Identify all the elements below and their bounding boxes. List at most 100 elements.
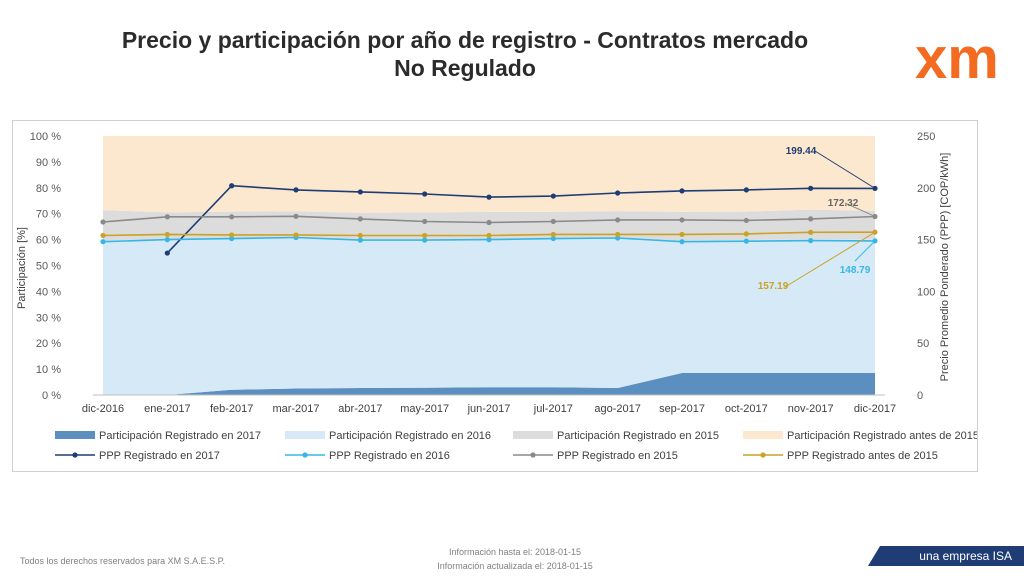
legend-area-swatch: [743, 431, 783, 439]
chart-container: 0 % 10 % 20 % 30 % 40 % 50 % 60 % 70 % 80 % 90 % 1…: [12, 120, 978, 472]
legend-area-swatch: [285, 431, 325, 439]
legend-line-marker: [302, 452, 308, 458]
line-point-3: [100, 232, 106, 239]
line-point-1: [615, 235, 621, 241]
y-left-tick-label: 30 %: [36, 312, 61, 324]
line-point-0: [486, 194, 492, 200]
line-point-2: [550, 218, 556, 225]
annotation-label: 172.32: [828, 198, 859, 209]
y-left-tick-label: 60 %: [36, 235, 61, 247]
line-point-1: [679, 239, 685, 245]
line-point-1: [550, 235, 556, 242]
annotation-leader: [784, 231, 876, 288]
legend-line-label: PPP Registrado en 2017: [99, 450, 220, 462]
legend-area-label: Participación Registrado antes de 2015: [787, 430, 977, 442]
y-left-axis-title: Participación [%]: [16, 227, 28, 309]
line-point-1: [743, 238, 749, 244]
page-title-line2: No Regulado: [394, 55, 536, 81]
line-point-3: [422, 232, 428, 239]
area-series-3: [103, 136, 875, 213]
x-tick-label: feb-2017: [210, 403, 253, 415]
line-point-0: [229, 183, 235, 189]
y-left-tick-label: 90 %: [36, 157, 61, 169]
xm-logo: xm: [915, 30, 999, 90]
y-left-tick-label: 10 %: [36, 364, 61, 376]
legend-area-swatch: [55, 431, 95, 439]
line-point-3: [615, 231, 621, 238]
legend-line-label: PPP Registrado en 2015: [557, 450, 678, 462]
annotation-leader: [814, 150, 876, 189]
line-point-0: [293, 187, 299, 193]
y-left-tick-label: 0 %: [42, 390, 61, 402]
legend-area-label: Participación Registrado en 2015: [557, 430, 719, 442]
line-point-3: [808, 229, 814, 235]
y-left-tick-label: 20 %: [36, 338, 61, 350]
y-right-tick-label: 150: [917, 235, 935, 247]
annotation-leader: [844, 202, 876, 217]
footer-info: Información hasta el: 2018-01-15 Informa…: [400, 545, 630, 573]
line-point-2: [808, 216, 814, 222]
line-point-3: [743, 231, 749, 237]
x-tick-label: jun-2017: [467, 403, 511, 415]
line-point-2: [422, 218, 428, 225]
line-point-0: [164, 250, 170, 256]
line-point-3: [872, 229, 878, 235]
line-point-1: [357, 237, 363, 243]
line-point-0: [422, 191, 428, 197]
line-point-0: [615, 190, 621, 196]
y-left-tick-label: 40 %: [36, 286, 61, 298]
annotation-label: 148.79: [840, 265, 871, 276]
x-tick-label: may-2017: [400, 403, 449, 415]
y-right-axis-title: Precio Promedio Ponderado (PPP) [COP/kWh…: [939, 153, 951, 382]
line-point-1: [229, 235, 235, 242]
line-point-2: [164, 214, 170, 220]
line-point-0: [679, 188, 685, 194]
x-tick-label: jul-2017: [533, 403, 573, 415]
legend-area-label: Participación Registrado en 2016: [329, 430, 491, 442]
line-point-0: [357, 189, 363, 195]
legend-line-marker: [72, 452, 78, 458]
line-point-1: [100, 239, 106, 245]
page-title-line1: Precio y participación por año de regist…: [121, 27, 809, 53]
legend-line-marker: [760, 452, 766, 458]
y-left-tick-label: 50 %: [36, 261, 61, 273]
y-right-tick-label: 200: [917, 183, 935, 195]
line-point-2: [615, 217, 621, 223]
legend-area-swatch: [513, 431, 553, 439]
chart: 0 % 10 % 20 % 30 % 40 % 50 % 60 % 70 % 80 % 90 % 1…: [16, 131, 977, 462]
y-left-tick-label: 80 %: [36, 183, 61, 195]
line-point-2: [229, 214, 235, 220]
y-right-tick-label: 50: [917, 338, 929, 350]
footer-info-updated: Información actualizada el: 2018-01-15: [437, 561, 593, 571]
line-point-0: [808, 185, 814, 191]
annotation-label: 157.19: [758, 281, 789, 292]
line-point-2: [357, 216, 363, 222]
line-point-3: [357, 232, 363, 239]
area-series-1: [103, 237, 875, 395]
line-point-3: [486, 232, 492, 239]
line-point-3: [164, 231, 170, 238]
footer-rights: Todos los derechos reservados para XM S.…: [20, 556, 225, 566]
y-left-tick-label: 100 %: [30, 131, 61, 143]
line-point-1: [422, 237, 428, 243]
line-point-3: [550, 231, 556, 238]
x-tick-label: abr-2017: [338, 403, 382, 415]
x-tick-label: mar-2017: [272, 403, 319, 415]
line-point-3: [679, 231, 685, 238]
x-tick-label: dic-2016: [82, 403, 124, 415]
line-point-0: [550, 193, 556, 199]
legend-line-label: PPP Registrado antes de 2015: [787, 450, 938, 462]
legend-line-label: PPP Registrado en 2016: [329, 450, 450, 462]
area-series-0: [103, 373, 875, 395]
legend-area-label: Participación Registrado en 2017: [99, 430, 261, 442]
line-point-3: [293, 232, 299, 238]
annotation-label: 199.44: [786, 146, 817, 157]
xm-logo-text: xm: [915, 30, 999, 90]
line-point-2: [679, 217, 685, 223]
x-tick-label: nov-2017: [788, 403, 834, 415]
y-right-tick-label: 100: [917, 286, 935, 298]
line-point-2: [100, 219, 106, 225]
line-point-2: [743, 217, 749, 224]
legend-line-marker: [530, 452, 536, 458]
x-tick-label: sep-2017: [659, 403, 705, 415]
